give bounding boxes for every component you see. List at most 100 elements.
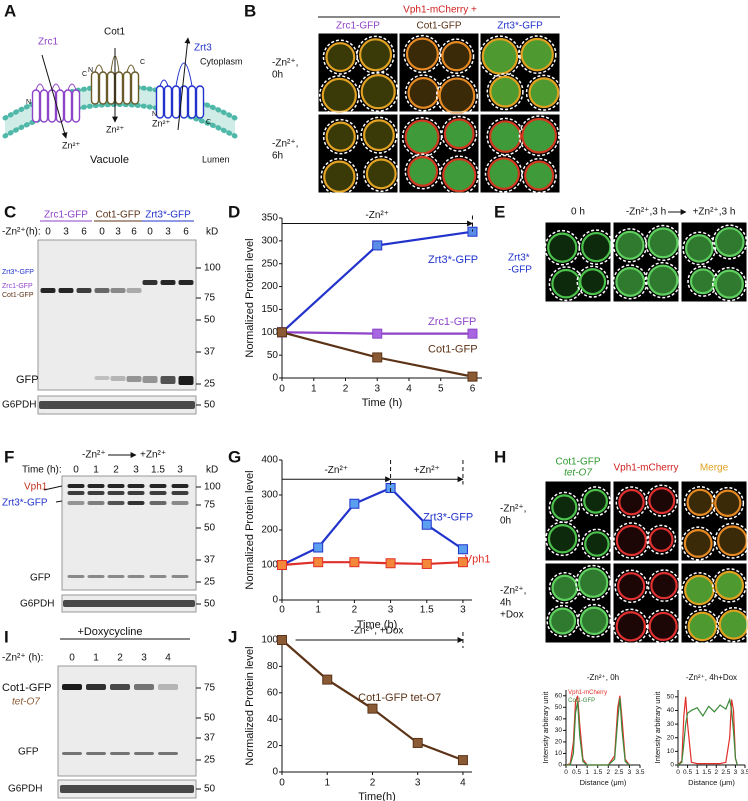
band — [76, 288, 92, 293]
cell-outline — [580, 486, 611, 517]
band — [110, 288, 126, 293]
cell-outline — [322, 118, 359, 155]
cell — [487, 157, 520, 190]
x-tick-label: 0.5 — [683, 769, 692, 776]
helix — [106, 71, 116, 105]
x-tick-label: 3 — [460, 605, 466, 616]
x-tick-label: 1 — [324, 778, 330, 789]
y-tick-label: 300 — [261, 235, 278, 246]
cell-outline — [548, 491, 581, 524]
series-line — [281, 486, 464, 566]
label: 6 — [81, 227, 87, 238]
series-line — [677, 697, 738, 766]
series-label: Cot1-GFP — [428, 344, 478, 356]
cell — [528, 77, 560, 109]
cell — [365, 158, 397, 190]
label: 1.5 — [151, 465, 165, 476]
label: 6 — [131, 227, 137, 238]
cell-outline — [479, 35, 521, 78]
x-tick-label: 1.5 — [420, 605, 434, 616]
band — [67, 501, 85, 505]
label: 3 — [115, 227, 121, 238]
band — [134, 752, 154, 755]
label: -Zn²⁺, — [500, 504, 526, 515]
band — [126, 376, 142, 382]
band — [58, 288, 74, 293]
band — [87, 501, 105, 505]
band — [62, 752, 82, 755]
label: N — [152, 111, 157, 118]
arrow — [41, 54, 68, 139]
label: Cot1-GFP — [416, 21, 461, 32]
blot — [37, 239, 197, 391]
cell — [714, 489, 742, 517]
label: GFP — [18, 747, 39, 758]
cell-outline — [545, 521, 580, 557]
label: 1 — [93, 465, 99, 476]
data-point — [385, 558, 396, 569]
band — [127, 484, 145, 488]
cell-outline — [714, 522, 748, 559]
cell-outline — [614, 569, 648, 603]
x-tick-label: 3 — [388, 605, 394, 616]
cell — [647, 264, 679, 296]
panel-letter: A — [4, 1, 16, 20]
band — [127, 491, 145, 495]
x-tick-label: 1 — [585, 769, 589, 776]
panel-letter: H — [494, 447, 506, 466]
label: Zrc1-GFP — [44, 210, 88, 221]
cell — [648, 527, 674, 552]
label: Vph1 — [24, 482, 48, 493]
helix — [171, 85, 181, 119]
label: 0 — [45, 227, 51, 238]
label: 6 — [183, 227, 189, 238]
band — [110, 752, 130, 755]
x-tick-label: 3.5 — [740, 769, 748, 776]
label: 3 — [133, 465, 139, 476]
x-tick-label: 5 — [438, 384, 444, 395]
helix — [187, 85, 197, 119]
data-point — [467, 226, 478, 237]
y-tick-label: 20 — [267, 740, 279, 751]
y-tick-label: 0 — [272, 595, 278, 606]
cell-outline — [712, 568, 747, 603]
series-label: Vph1 — [465, 554, 491, 566]
helix — [195, 85, 205, 119]
label: Vph1-mCherry + — [403, 5, 477, 16]
label: Time (h): — [22, 465, 62, 476]
band — [142, 280, 158, 285]
annotation: -Zn²⁺ — [365, 210, 389, 221]
label: +Zn²⁺,3 h — [693, 207, 736, 218]
series-line — [566, 698, 630, 766]
band — [87, 575, 105, 578]
y-tick-label: 350 — [261, 213, 278, 224]
label: Zn²⁺ — [62, 140, 81, 150]
cell-outline — [647, 569, 681, 602]
x-tick-label: 3 — [734, 769, 738, 776]
annotation: -Zn²⁺ — [324, 465, 348, 476]
cell — [684, 574, 715, 606]
y-tick-label: 400 — [261, 455, 278, 466]
rule — [43, 485, 63, 491]
cell — [481, 38, 519, 75]
y-tick-label: 200 — [261, 525, 278, 536]
label: Zrt3*-GFP — [2, 498, 48, 509]
cell — [581, 231, 612, 263]
x-axis-label: Time (h) — [362, 397, 403, 409]
label: 0 — [99, 227, 105, 238]
helix — [130, 71, 140, 105]
x-axis-label: Time(h) — [358, 791, 395, 801]
data-point — [349, 498, 360, 509]
x-tick-label: 6 — [470, 384, 476, 395]
y-tick-label: 20 — [667, 734, 675, 741]
label: 4h — [500, 598, 511, 609]
x-tick-label: 1 — [695, 769, 699, 776]
label: 0 — [69, 653, 75, 664]
label: 75 — [204, 683, 216, 694]
y-tick-label: 30 — [555, 727, 563, 734]
x-tick-label: 3 — [628, 769, 632, 776]
helix — [179, 85, 189, 119]
data-point — [372, 240, 383, 251]
data-point — [467, 328, 478, 339]
cell — [684, 234, 714, 263]
